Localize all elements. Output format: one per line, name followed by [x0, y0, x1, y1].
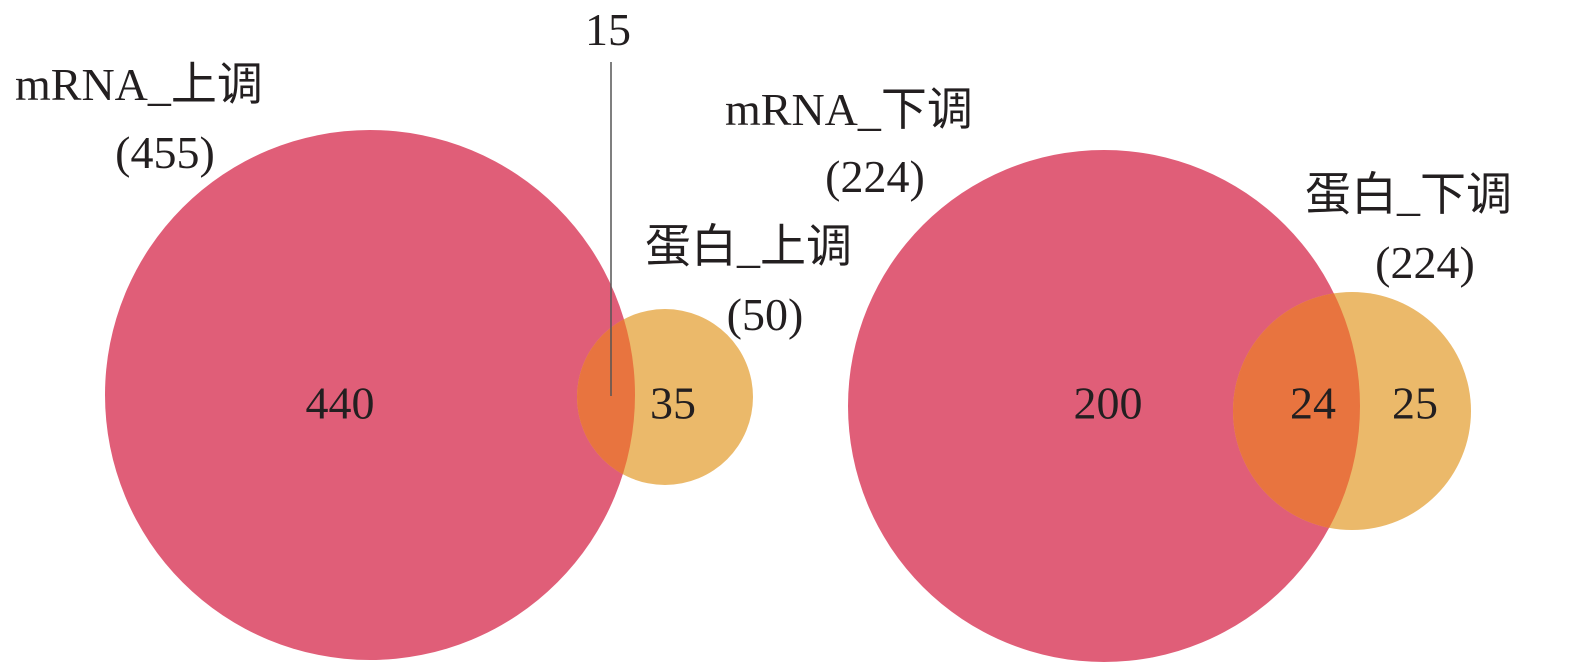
mrna-up-total: (455): [115, 127, 215, 178]
mrna-up-only-count: 440: [306, 378, 375, 429]
mrna-down-circle: [848, 150, 1360, 662]
mrna-up-circle: [105, 130, 635, 660]
venn-upregulated: mRNA_上调 (455) 15 蛋白_上调 (50) 440 35: [15, 4, 852, 660]
down-overlap-count: 24: [1290, 378, 1336, 429]
protein-down-total: (224): [1375, 237, 1475, 288]
protein-up-total: (50): [727, 289, 804, 340]
mrna-down-label: mRNA_下调: [725, 84, 973, 135]
protein-down-only-count: 25: [1392, 378, 1438, 429]
protein-up-label: 蛋白_上调: [645, 221, 852, 272]
venn-downregulated: mRNA_下调 (224) 蛋白_下调 (224) 200 24 25: [725, 84, 1512, 662]
mrna-up-label: mRNA_上调: [15, 59, 263, 110]
up-overlap-count: 15: [585, 4, 631, 55]
mrna-down-only-count: 200: [1074, 378, 1143, 429]
protein-up-only-count: 35: [650, 378, 696, 429]
mrna-down-total: (224): [825, 151, 925, 202]
protein-down-label: 蛋白_下调: [1305, 169, 1512, 220]
